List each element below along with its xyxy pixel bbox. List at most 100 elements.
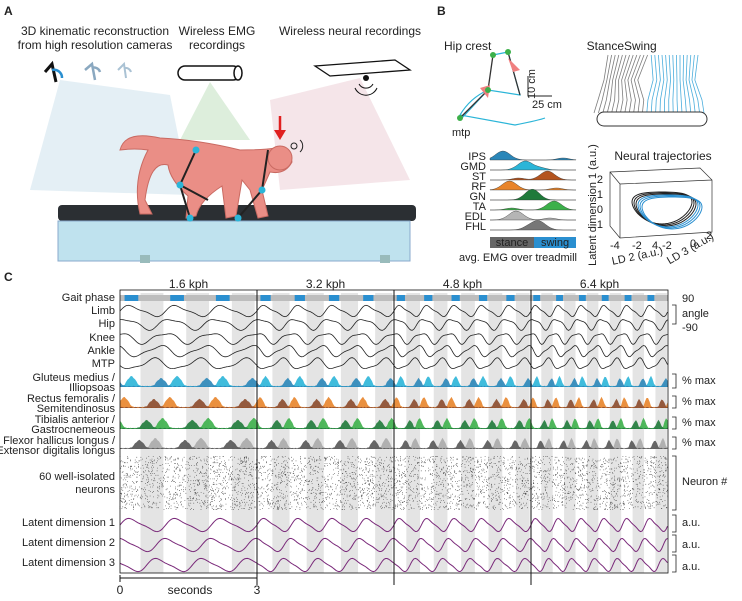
- stride-line: [691, 54, 700, 114]
- row-label: Latent dimension 2: [22, 537, 115, 549]
- stride-line: [620, 54, 630, 114]
- muscle-label: GMD: [460, 161, 486, 173]
- row-label: Latent dimension 3: [22, 557, 115, 569]
- row-label: Rectus femoralis /: [27, 393, 116, 405]
- bracket: [672, 436, 677, 450]
- caption: 3D kinematic reconstruction: [21, 24, 169, 38]
- caption: from high resolution cameras: [18, 38, 173, 52]
- trajectory: [641, 196, 703, 230]
- neural-cone: [270, 78, 410, 190]
- scale-label: 10 cm: [526, 69, 538, 99]
- tick-label: -2: [662, 240, 672, 252]
- stick-diagram: [457, 49, 552, 126]
- row-label: Extensor digitalis longus: [0, 445, 115, 457]
- swing-segment: [294, 295, 305, 301]
- speed-label: 6.4 kph: [580, 277, 619, 291]
- joint: [505, 49, 511, 55]
- stride-line: [664, 54, 668, 114]
- caption: Hip crest: [444, 39, 492, 53]
- axis-label: Latent dimension 1 (a.u.): [587, 144, 599, 266]
- stride-line: [646, 54, 654, 114]
- stride-line: [606, 54, 620, 114]
- muscle-label: IPS: [468, 151, 486, 163]
- swing-segment: [124, 295, 139, 301]
- swing-segment: [424, 295, 433, 301]
- stance-shade: [609, 293, 622, 573]
- unit-label: Neuron #: [682, 476, 728, 488]
- swing-segment: [478, 295, 488, 301]
- swing-segment: [533, 295, 541, 301]
- tick-label: 0: [690, 238, 696, 250]
- swing-segment: [506, 295, 515, 301]
- emg-device: [177, 65, 241, 81]
- stride-line: [688, 54, 696, 114]
- angle-wedge: [508, 58, 520, 72]
- camera-icon: [43, 60, 58, 83]
- row-label: Ankle: [87, 345, 115, 357]
- speed-label: 4.8 kph: [443, 277, 482, 291]
- row-label: Knee: [89, 332, 115, 344]
- muscle-label: ST: [472, 171, 486, 183]
- neural-device: [313, 59, 412, 77]
- plot-frame: [119, 289, 669, 574]
- emg-trace: [120, 419, 668, 429]
- emg-trace: [120, 439, 668, 449]
- row-label: Latent dimension 1: [22, 517, 115, 529]
- panel-c: 1.6 kph 3.2 kph 4.8 kph 6.4 kph Gait phaseLi…: [0, 277, 728, 597]
- tick-label: -4: [610, 240, 620, 252]
- row-label: MTP: [92, 358, 115, 370]
- camera-icon: [84, 61, 102, 81]
- monkey: [119, 135, 293, 219]
- unit-label: % max: [682, 417, 716, 429]
- panel-label: B: [437, 4, 446, 18]
- stride-line: [650, 54, 658, 114]
- axis-box: [609, 167, 713, 239]
- emg-profile: [490, 188, 576, 201]
- neuron-raster: [256, 456, 395, 510]
- treadmill-body: [57, 220, 411, 262]
- stance-shade: [541, 293, 553, 573]
- camera-icon: [51, 68, 64, 79]
- stride-line: [637, 54, 648, 114]
- caption: Neural trajectories: [614, 149, 711, 163]
- tick-label: -1: [593, 219, 603, 231]
- joint: [485, 87, 491, 93]
- tick-label: 0: [597, 204, 603, 216]
- row-label: Hip: [98, 318, 115, 330]
- stride-line: [655, 54, 661, 114]
- row-label: Semitendinosus: [37, 403, 116, 415]
- stride-line: [602, 54, 616, 114]
- swing-segment: [556, 295, 563, 301]
- bracket: [672, 304, 677, 325]
- muscle-label: GN: [470, 191, 487, 203]
- muscle-label: RF: [471, 181, 486, 193]
- stride-line: [668, 54, 671, 114]
- stride-line: [682, 54, 687, 114]
- row-label: neurons: [75, 484, 115, 496]
- unit-label: a.u.: [682, 539, 700, 551]
- camera-cone: [30, 80, 190, 195]
- treadmill-foot: [140, 255, 150, 263]
- emg-profile: [490, 210, 576, 221]
- marker: [192, 146, 200, 154]
- tick-label: 4: [652, 240, 658, 252]
- swing-segment: [647, 295, 655, 301]
- trajectory: [635, 193, 697, 227]
- stride-line: [685, 54, 692, 114]
- marker: [234, 214, 242, 222]
- muscle-label: EDL: [465, 211, 486, 223]
- stride-line: [615, 54, 627, 114]
- signal-waves: [354, 83, 378, 96]
- swing-segment: [396, 295, 405, 301]
- bracket: [672, 416, 677, 430]
- stride-line: [633, 54, 645, 114]
- phase-label: stance: [496, 237, 528, 249]
- caption: Wireless neural recordings: [279, 24, 421, 38]
- trajectory: [639, 195, 701, 229]
- time-tick: 3: [254, 583, 261, 597]
- emg-profile: [489, 150, 577, 161]
- time-label: seconds: [168, 583, 213, 597]
- swing-segment: [170, 295, 184, 301]
- trajectory-plot: [609, 167, 713, 239]
